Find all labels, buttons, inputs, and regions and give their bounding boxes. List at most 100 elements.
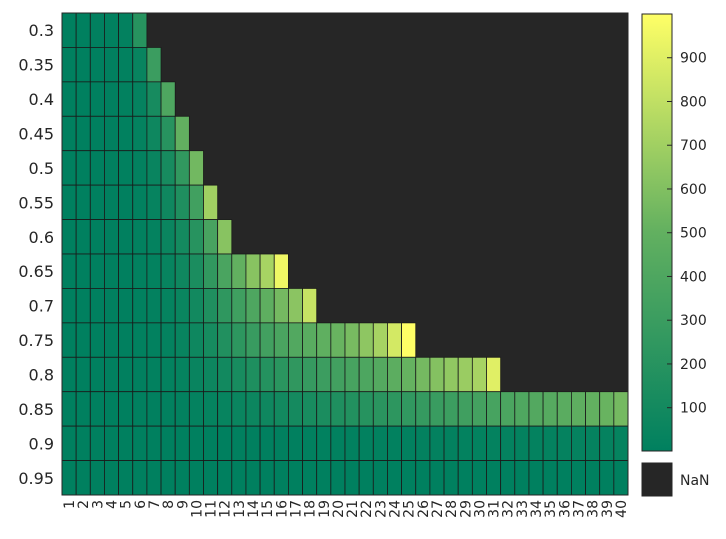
heatmap-cell [273,253,289,289]
heatmap-cell [344,425,360,461]
heatmap-cell [599,425,615,461]
heatmap-cell [160,322,176,358]
colorbar-tick-label: 700 [680,138,707,154]
heatmap-cell [118,184,134,220]
y-tick-label: 0.6 [29,228,54,247]
heatmap-cell [188,460,204,496]
heatmap-cell [75,253,91,289]
heatmap-cell [330,460,346,496]
heatmap-cell [571,425,586,461]
heatmap-cell [61,150,77,186]
heatmap-cell [302,322,318,358]
heatmap-cell [61,322,77,358]
x-tick-label: 16 [274,500,290,518]
heatmap-cell [217,356,233,393]
heatmap-cell [613,425,629,461]
heatmap-cell [429,391,445,427]
x-tick-label: 33 [515,500,531,518]
heatmap-cell [528,425,544,461]
heatmap-cell [273,425,289,461]
heatmap-cell [104,184,119,220]
heatmap-cell [203,460,219,496]
x-tick-label: 38 [586,500,602,518]
y-tick-label: 0.7 [29,297,54,316]
heatmap-cell [471,460,487,496]
heatmap-cell [174,253,190,289]
x-tick-label: 28 [444,500,460,518]
heatmap-cell [245,288,261,324]
x-tick-label: 2 [76,500,92,509]
heatmap-cell [287,356,303,393]
heatmap-cell [160,288,176,324]
heatmap-cell [146,425,162,461]
heatmap-cell [61,184,77,220]
heatmap-cell [132,81,148,117]
heatmap-cell [132,47,148,83]
heatmap-cell [443,391,459,427]
heatmap-cell [302,460,318,496]
heatmap-cell [203,253,219,289]
heatmap-cell [273,460,289,496]
heatmap-cell [486,425,502,461]
x-tick-label: 30 [472,500,488,518]
x-tick-label: 5 [119,500,135,509]
heatmap-cell [118,356,134,393]
heatmap-cell [245,391,261,427]
heatmap-cell [500,425,516,461]
heatmap-cell [160,391,176,427]
y-tick-label: 0.45 [18,125,54,144]
x-tick-label: 12 [218,500,234,518]
heatmap-cell [75,460,91,496]
heatmap-cell [132,322,148,358]
heatmap-cell [118,81,134,117]
x-tick-label: 19 [317,500,333,518]
heatmap-cell [146,253,162,289]
x-tick-label: 21 [345,500,361,518]
x-tick-label: 25 [402,500,418,518]
heatmap-cell [188,425,204,461]
heatmap-cell [387,322,403,358]
heatmap-cell [132,460,148,496]
heatmap-cell [556,460,572,496]
heatmap-cell [287,391,303,427]
heatmap-cell [160,81,176,117]
x-tick-label: 6 [133,500,149,509]
heatmap-cell [104,81,119,117]
x-tick-label: 17 [288,500,304,518]
heatmap-cell [287,460,303,496]
heatmap-cell [146,219,162,255]
heatmap-cell [372,391,388,427]
heatmap-cell [486,356,502,393]
heatmap-cell [132,184,148,220]
x-tick-label: 40 [614,500,630,518]
heatmap-cell [89,47,105,83]
heatmap-cell [75,12,91,48]
x-tick-label: 7 [147,500,163,509]
y-tick-label: 0.3 [29,21,54,40]
heatmap-cell [203,391,219,427]
heatmap-cell [203,219,219,255]
heatmap-cell [344,356,360,393]
heatmap-cell [372,322,388,358]
heatmap-cell [302,288,318,324]
heatmap-cell [188,219,204,255]
heatmap-cell [104,150,119,186]
heatmap-cell [188,184,204,220]
heatmap-cell [316,460,332,496]
heatmap-cell [613,391,629,427]
heatmap-cell [273,288,289,324]
heatmap-cell [104,460,119,496]
heatmap-cell [75,184,91,220]
heatmap-cell [457,391,473,427]
nan-swatch [641,462,673,497]
x-tick-label: 1 [62,500,78,509]
heatmap-cell [132,115,148,152]
heatmap-cell [188,253,204,289]
heatmap-cell [89,12,105,48]
heatmap-cell [302,356,318,393]
x-tick-label: 39 [600,500,616,518]
heatmap-cell [358,322,374,358]
heatmap-cell [118,219,134,255]
heatmap-cell [259,356,275,393]
heatmap-cell [118,322,134,358]
